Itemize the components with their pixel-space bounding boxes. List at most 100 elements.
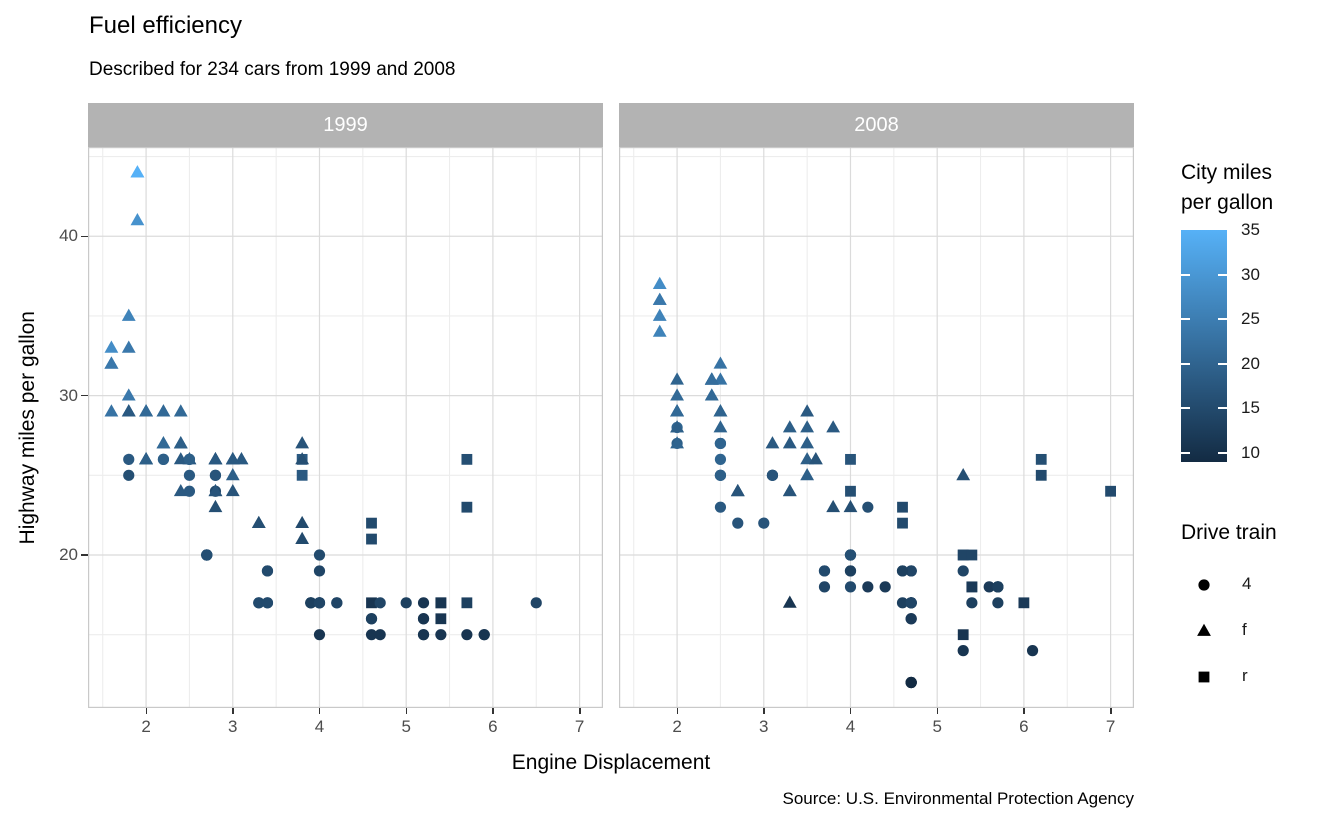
data-point (225, 483, 240, 497)
data-point (251, 515, 266, 529)
data-point (845, 485, 856, 497)
data-point (1035, 469, 1047, 481)
data-point (758, 517, 770, 529)
data-point (305, 597, 317, 609)
x-tick-mark (763, 708, 765, 714)
data-point (295, 452, 310, 465)
shape-legend-label: r (1242, 666, 1248, 685)
data-point (295, 515, 310, 529)
y-tick-label: 20 (59, 545, 78, 564)
data-point (365, 613, 378, 625)
data-point (1197, 623, 1211, 636)
scatter-svg-2008 (619, 147, 1134, 708)
x-tick-mark (492, 708, 494, 714)
data-point (530, 597, 542, 609)
x-tick-label: 4 (314, 717, 325, 736)
data-point (331, 597, 343, 609)
y-tick-mark (81, 394, 88, 397)
data-point (782, 436, 797, 449)
data-point (313, 565, 326, 577)
data-point (366, 597, 377, 609)
data-point (295, 436, 310, 449)
data-point (879, 581, 891, 593)
x-tick-label: 7 (574, 717, 585, 736)
colorbar-tick-label: 35 (1241, 220, 1260, 239)
data-point (209, 469, 222, 481)
data-point (1105, 485, 1116, 497)
colorbar-tick-mark (1218, 407, 1227, 410)
data-point (313, 597, 326, 609)
data-point (652, 292, 667, 305)
facet-label-2008: 2008 (854, 113, 899, 136)
data-point (1035, 453, 1047, 465)
data-point (844, 581, 857, 593)
data-point (173, 404, 188, 417)
colorbar-tick-label: 30 (1241, 264, 1260, 284)
plot-subtitle: Described for 234 cars from 1999 and 200… (89, 59, 456, 80)
data-point (905, 597, 917, 609)
data-point (983, 581, 995, 593)
data-point (704, 388, 719, 401)
colorbar-tick-mark (1181, 362, 1190, 365)
data-point (808, 452, 823, 465)
y-tick-mark (81, 235, 88, 237)
x-tick-mark (232, 708, 234, 714)
data-point (157, 453, 170, 465)
data-point (713, 420, 728, 433)
data-point (800, 420, 815, 433)
data-point (896, 597, 909, 609)
data-point (374, 629, 386, 641)
data-point (713, 372, 728, 385)
data-point (826, 499, 841, 513)
data-point (957, 565, 969, 577)
x-tick-label: 5 (401, 717, 411, 736)
data-point (366, 517, 377, 529)
square-legend-key (1194, 666, 1214, 686)
x-tick-mark (145, 708, 148, 714)
data-point (714, 437, 727, 450)
data-point (782, 595, 797, 608)
data-point (130, 213, 145, 226)
data-point (1018, 597, 1030, 609)
x-tick-mark (405, 708, 408, 714)
x-tick-mark (579, 708, 581, 714)
data-point (1198, 671, 1210, 683)
data-point (670, 404, 684, 417)
data-point (670, 388, 684, 401)
facet-label-1999: 1999 (323, 113, 368, 136)
x-tick-label: 3 (228, 717, 238, 736)
colorbar-tick-mark (1181, 407, 1190, 410)
data-point (800, 404, 815, 417)
data-point (905, 565, 917, 577)
colorbar-tick-mark (1218, 273, 1227, 276)
shape-legend-title: Drive train (1181, 521, 1277, 544)
data-point (843, 499, 858, 513)
data-point (313, 629, 326, 641)
data-point (992, 597, 1004, 609)
x-axis-title: Engine Displacement (511, 751, 711, 774)
data-point (966, 549, 978, 561)
data-point (1026, 645, 1039, 657)
data-point (670, 372, 684, 385)
data-point (844, 549, 857, 561)
data-point (296, 469, 308, 481)
x-tick-mark (1023, 708, 1025, 714)
x-tick-label: 7 (1105, 717, 1116, 736)
scatter-svg-1999 (88, 147, 603, 708)
scatter-panel-2008 (619, 147, 1134, 708)
data-point (123, 469, 135, 481)
data-point (183, 453, 196, 465)
color-legend-gradient-bar (1181, 230, 1227, 462)
data-point (966, 581, 978, 593)
colorbar-tick-label: 20 (1241, 353, 1260, 373)
data-point (957, 549, 969, 561)
data-point (461, 501, 473, 513)
data-point (461, 597, 473, 609)
x-tick-label: 6 (1019, 717, 1029, 736)
data-point (139, 452, 153, 465)
data-point (461, 453, 473, 465)
colorbar-tick-mark (1181, 273, 1190, 276)
data-point (104, 340, 119, 353)
data-point (121, 404, 136, 417)
